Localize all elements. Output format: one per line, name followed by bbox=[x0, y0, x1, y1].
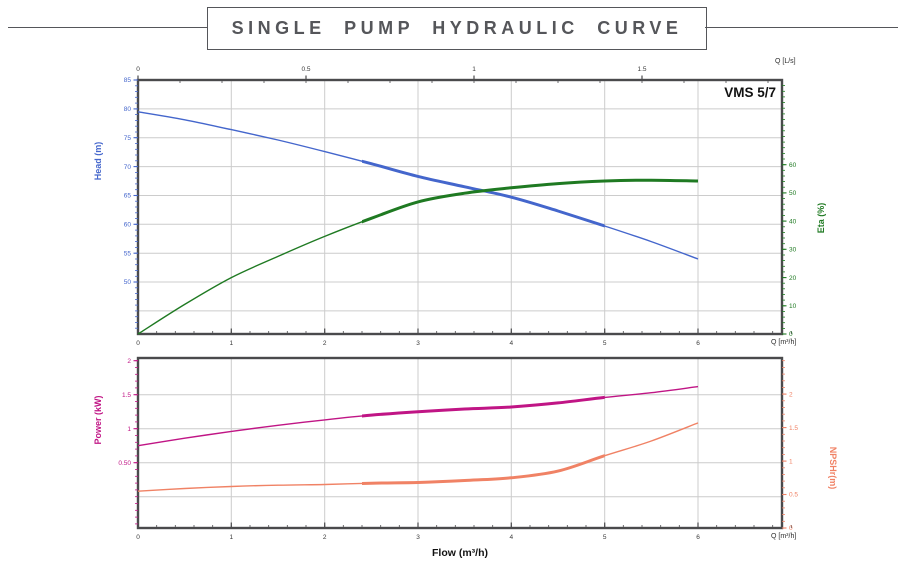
eta-axis-label: Eta (%) bbox=[816, 202, 826, 234]
flow-axis-label: Flow (m³/h) bbox=[432, 547, 488, 559]
top-x-tick-label: 1.5 bbox=[637, 66, 646, 73]
y-tick-label: 2 bbox=[127, 358, 131, 365]
page-title: SINGLE PUMP HYDRAULIC CURVE bbox=[231, 18, 683, 38]
y-tick-label: 60 bbox=[789, 162, 797, 169]
x-tick-label: 2 bbox=[323, 534, 327, 541]
top-x-tick-label: 0 bbox=[136, 66, 140, 73]
y-tick-label: 70 bbox=[124, 164, 132, 171]
head-curve-bold bbox=[362, 159, 605, 228]
head-axis-label: Head (m) bbox=[93, 141, 103, 181]
q-m3h-unit-label-top: Q [m³/h] bbox=[771, 339, 797, 346]
title-rule-right bbox=[705, 27, 898, 28]
y-tick-label: 50 bbox=[124, 279, 132, 286]
x-tick-label: 0 bbox=[136, 340, 140, 347]
plot-frame bbox=[136, 356, 784, 530]
y-tick-label: 80 bbox=[124, 106, 132, 113]
y-tick-label: 0 bbox=[789, 331, 793, 338]
y-tick-label: 0.5 bbox=[789, 492, 798, 499]
x-tick-label: 5 bbox=[603, 534, 607, 541]
y-tick-label: 1.5 bbox=[789, 425, 798, 432]
top-x-tick-label: 1 bbox=[472, 66, 476, 73]
x-tick-label: 4 bbox=[509, 340, 513, 347]
y-tick-label: 85 bbox=[124, 77, 132, 84]
title-box: SINGLE PUMP HYDRAULIC CURVE bbox=[207, 7, 707, 50]
q-m3h-unit-label-bottom: Q [m³/h] bbox=[771, 533, 797, 540]
power-curve-bold bbox=[362, 395, 605, 418]
y-tick-label: 55 bbox=[124, 250, 132, 257]
x-tick-label: 6 bbox=[696, 534, 700, 541]
q-ls-unit-label: Q [L/s] bbox=[775, 58, 796, 65]
x-tick-label: 1 bbox=[229, 534, 233, 541]
x-tick-label: 3 bbox=[416, 534, 420, 541]
plot-frame bbox=[136, 78, 784, 336]
pump-model-label: VMS 5/7 bbox=[724, 85, 776, 100]
x-tick-label: 1 bbox=[229, 340, 233, 347]
y-tick-label: 40 bbox=[789, 218, 797, 225]
y-tick-label: 60 bbox=[124, 222, 132, 229]
x-tick-label: 0 bbox=[136, 534, 140, 541]
title-rule-left bbox=[8, 27, 207, 28]
x-tick-label: 5 bbox=[603, 340, 607, 347]
x-tick-label: 6 bbox=[696, 340, 700, 347]
power-axis-label: Power (kW) bbox=[93, 395, 103, 445]
x-tick-label: 4 bbox=[509, 534, 513, 541]
y-tick-label: 65 bbox=[124, 193, 132, 200]
eta-curve-bold bbox=[362, 178, 698, 224]
y-tick-label: 2 bbox=[789, 391, 793, 398]
y-tick-label: 75 bbox=[124, 135, 132, 142]
y-tick-label: 1 bbox=[127, 426, 131, 433]
y-tick-label: 30 bbox=[789, 247, 797, 254]
y-tick-label: 10 bbox=[789, 303, 797, 310]
y-tick-label: 1 bbox=[789, 458, 793, 465]
y-tick-label: 50 bbox=[789, 190, 797, 197]
y-tick-label: 1.5 bbox=[122, 392, 131, 399]
head-eta-plot: 0 1 2 3 4 5 60 0.5 1 1.58580757065605550605040302… bbox=[124, 66, 797, 347]
npsh-curve-bold bbox=[362, 454, 605, 485]
y-tick-label: 0 bbox=[789, 525, 793, 532]
npsh-axis-label: NPSHr(m) bbox=[828, 446, 838, 490]
x-tick-label: 3 bbox=[416, 340, 420, 347]
top-x-tick-label: 0.5 bbox=[301, 66, 310, 73]
x-tick-label: 2 bbox=[323, 340, 327, 347]
y-tick-label: 20 bbox=[789, 275, 797, 282]
y-tick-label: 0.50 bbox=[118, 460, 131, 467]
